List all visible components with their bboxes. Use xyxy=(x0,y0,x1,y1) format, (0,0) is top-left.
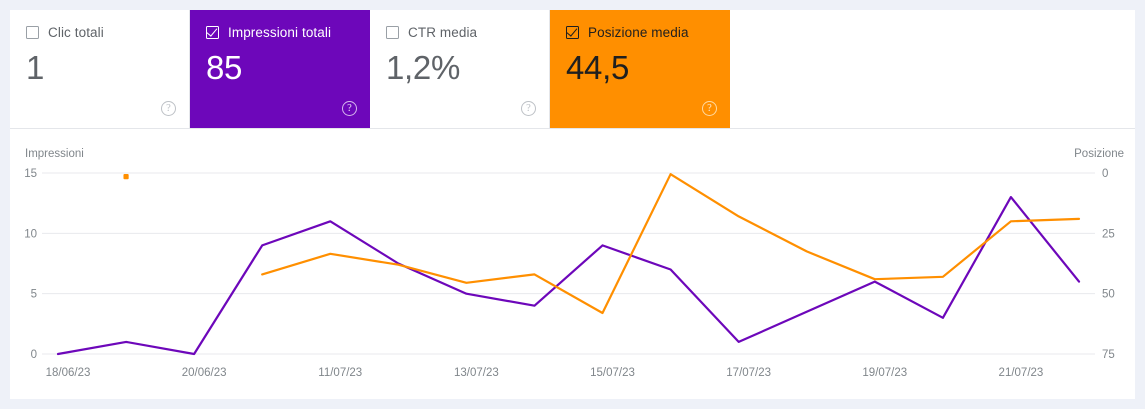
data-series xyxy=(56,173,1081,356)
x-axis-tick-label: 15/07/23 xyxy=(590,367,635,379)
card-row-filler xyxy=(730,10,1135,128)
x-axis-tick-label: 19/07/23 xyxy=(862,367,907,379)
help-circle-icon[interactable]: ? xyxy=(161,101,176,116)
metric-label: Posizione media xyxy=(588,24,689,40)
metric-label: Impressioni totali xyxy=(228,24,332,40)
checkbox-impressioni-totali[interactable] xyxy=(206,25,219,39)
left-axis-tick-label: 10 xyxy=(24,228,37,240)
metric-label: Clic totali xyxy=(48,24,104,40)
series-line xyxy=(261,173,1081,315)
metric-value: 85 xyxy=(206,49,243,86)
metric-card-ctr-media[interactable]: CTR media 1,2% ? xyxy=(370,10,550,128)
help-circle-icon[interactable]: ? xyxy=(521,101,536,116)
left-axis-title: Impressioni xyxy=(25,148,84,160)
metric-value: 44,5 xyxy=(566,49,630,86)
right-axis-tick-label: 0 xyxy=(1102,168,1108,180)
metric-card-header: Clic totali xyxy=(26,24,173,40)
metric-card-header: Impressioni totali xyxy=(206,24,354,40)
performance-chart-panel[interactable]: Impressioni Posizione 0 5 10 15 0 25 50 75 18/… xyxy=(10,128,1135,399)
metric-card-header: Posizione media xyxy=(566,24,714,40)
x-axis-tick-label: 13/07/23 xyxy=(454,367,499,379)
metric-value: 1 xyxy=(26,49,45,86)
gridlines xyxy=(42,172,1095,355)
metrics-card-row: Clic totali 1 ? Impressioni totali 85 ? … xyxy=(10,10,1135,128)
x-axis-tick-label: 17/07/23 xyxy=(726,367,771,379)
left-axis-tick-label: 5 xyxy=(31,289,37,301)
right-axis-tick-label: 75 xyxy=(1102,349,1115,361)
metric-card-clic-totali[interactable]: Clic totali 1 ? xyxy=(10,10,190,128)
left-axis-ticks: 0 5 10 15 xyxy=(24,168,37,361)
x-axis-ticks: 18/06/23 20/06/23 11/07/23 13/07/23 15/07/23… xyxy=(46,367,1044,379)
metric-card-posizione-media[interactable]: Posizione media 44,5 ? xyxy=(550,10,730,128)
checkbox-clic-totali[interactable] xyxy=(26,25,39,39)
x-axis-tick-label: 21/07/23 xyxy=(999,367,1044,379)
checkbox-ctr-media[interactable] xyxy=(386,25,399,39)
metric-card-impressioni-totali[interactable]: Impressioni totali 85 ? xyxy=(190,10,370,128)
help-circle-icon[interactable]: ? xyxy=(342,101,357,116)
metric-value: 1,2% xyxy=(386,49,461,86)
metric-label: CTR media xyxy=(408,24,478,40)
help-circle-icon[interactable]: ? xyxy=(702,101,717,116)
x-axis-tick-label: 18/06/23 xyxy=(46,367,91,379)
series-point xyxy=(123,174,129,180)
checkbox-posizione-media[interactable] xyxy=(566,25,579,39)
left-axis-tick-label: 0 xyxy=(31,349,37,361)
x-axis-tick-label: 11/07/23 xyxy=(318,367,362,379)
left-axis-tick-label: 15 xyxy=(24,168,37,180)
series-line xyxy=(56,195,1081,356)
right-axis-title: Posizione xyxy=(1074,148,1124,160)
x-axis-tick-label: 20/06/23 xyxy=(182,367,227,379)
right-axis-tick-label: 25 xyxy=(1102,228,1115,240)
right-axis-ticks: 0 25 50 75 xyxy=(1102,168,1115,361)
right-axis-tick-label: 50 xyxy=(1102,289,1115,301)
metric-card-header: CTR media xyxy=(386,24,533,40)
